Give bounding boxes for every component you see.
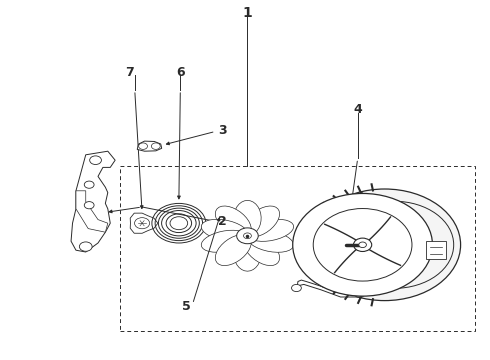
Circle shape [354,290,364,297]
Polygon shape [234,236,261,271]
Polygon shape [234,201,261,236]
Text: 7: 7 [125,66,134,78]
Circle shape [293,193,433,296]
Circle shape [353,238,372,252]
Circle shape [170,217,188,230]
Text: 3: 3 [218,124,227,137]
Circle shape [359,242,367,248]
Circle shape [237,228,258,244]
Polygon shape [201,230,248,252]
Polygon shape [244,235,280,266]
Polygon shape [201,219,248,241]
Circle shape [84,181,94,188]
Circle shape [244,233,251,239]
Polygon shape [130,213,158,233]
Polygon shape [71,151,115,252]
Polygon shape [294,280,363,297]
Text: 4: 4 [353,103,362,116]
Circle shape [292,284,301,292]
Text: 2: 2 [218,215,227,228]
Bar [120,166,475,331]
Polygon shape [244,206,280,237]
Polygon shape [247,230,294,252]
Circle shape [90,156,101,165]
Polygon shape [215,235,251,266]
Circle shape [309,189,461,301]
Polygon shape [247,219,294,241]
Circle shape [79,242,92,251]
Bar [426,242,446,259]
Polygon shape [215,206,251,237]
Text: 6: 6 [176,66,185,78]
Polygon shape [137,141,162,151]
Circle shape [84,202,94,209]
Circle shape [139,143,147,149]
Text: 5: 5 [182,300,191,313]
Text: 1: 1 [243,6,252,19]
Polygon shape [76,191,108,232]
Circle shape [151,143,160,149]
Circle shape [313,208,412,281]
